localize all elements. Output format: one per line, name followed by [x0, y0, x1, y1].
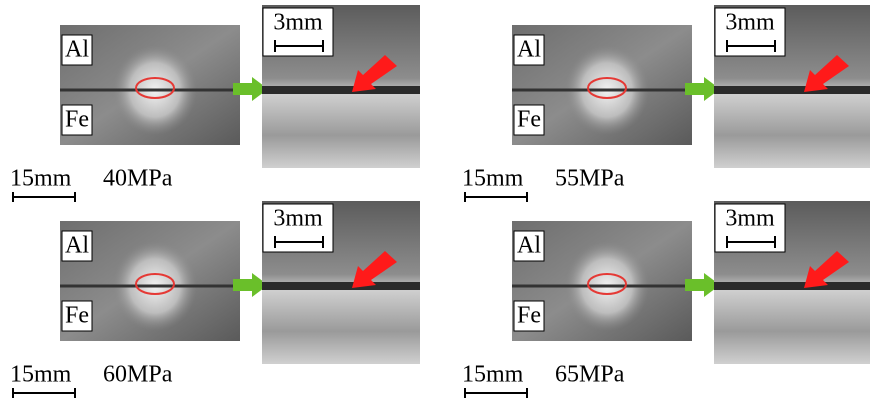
figure: Al Fe 3mm 15mm 40MPa Al Fe 3mm 15mm 55MPa Al Fe 3mm 1…: [0, 0, 870, 401]
pressure-label: 40MPa: [103, 166, 173, 192]
weld-seam: [714, 282, 870, 290]
weld-seam: [262, 282, 420, 290]
detail-scale-label: 3mm: [725, 206, 775, 232]
weld-seam: [262, 86, 420, 94]
panel: Al Fe 3mm 15mm 60MPa: [10, 201, 420, 398]
scale-bar: [465, 192, 527, 202]
upper-metal-label: Al: [517, 37, 541, 63]
scale-bar: [13, 388, 75, 398]
overview-scale-label: 15mm: [462, 166, 524, 192]
lower-metal-label: Fe: [65, 107, 89, 133]
lower-metal-label: Fe: [517, 303, 541, 329]
detail-scale-label: 3mm: [273, 10, 323, 36]
panel: Al Fe 3mm 15mm 55MPa: [462, 5, 870, 202]
weld-seam: [714, 86, 870, 94]
upper-metal-label: Al: [517, 233, 541, 259]
panel: Al Fe 3mm 15mm 40MPa: [10, 5, 420, 202]
overview-scale-label: 15mm: [462, 362, 524, 388]
overview-scale-label: 15mm: [10, 362, 72, 388]
lower-metal-label: Fe: [517, 107, 541, 133]
pressure-label: 65MPa: [555, 362, 625, 388]
scale-bar: [465, 388, 527, 398]
overview-scale-label: 15mm: [10, 166, 72, 192]
pressure-label: 60MPa: [103, 362, 173, 388]
lower-metal-label: Fe: [65, 303, 89, 329]
panel: Al Fe 3mm 15mm 65MPa: [462, 201, 870, 398]
upper-metal-label: Al: [65, 37, 89, 63]
upper-metal-label: Al: [65, 233, 89, 259]
page: {"panels": [ {"upper_metal": "Al", "lowe…: [0, 0, 870, 401]
detail-scale-label: 3mm: [725, 10, 775, 36]
detail-scale-label: 3mm: [273, 206, 323, 232]
pressure-label: 55MPa: [555, 166, 625, 192]
scale-bar: [13, 192, 75, 202]
